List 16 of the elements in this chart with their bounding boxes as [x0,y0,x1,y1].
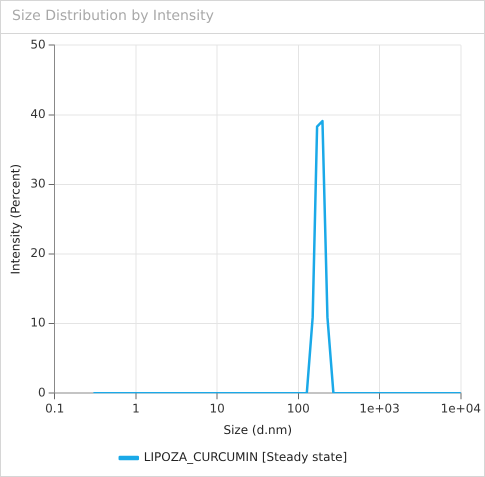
y-axis-title: Intensity (Percent) [8,164,22,274]
x-tick-label: 1e+03 [359,402,400,416]
x-tick-label: 1e+04 [440,402,481,416]
x-axis-title: Size (d.nm) [223,422,292,437]
x-tick-label: 1 [132,402,140,416]
x-tick-label: 100 [286,402,310,416]
y-tick-label: 30 [30,176,46,191]
y-tick-label: 50 [30,37,46,52]
y-tick-label: 0 [38,385,46,400]
y-tick-label: 20 [30,246,46,260]
y-tick-label: 40 [30,106,46,121]
x-tick-label: 10 [209,402,225,416]
x-tick-label: 0.1 [45,402,64,416]
y-tick-label: 10 [30,316,46,330]
chart-title: Size Distribution by Intensity [12,8,214,24]
legend-label: LIPOZA_CURCUMIN [Steady state] [144,450,348,464]
